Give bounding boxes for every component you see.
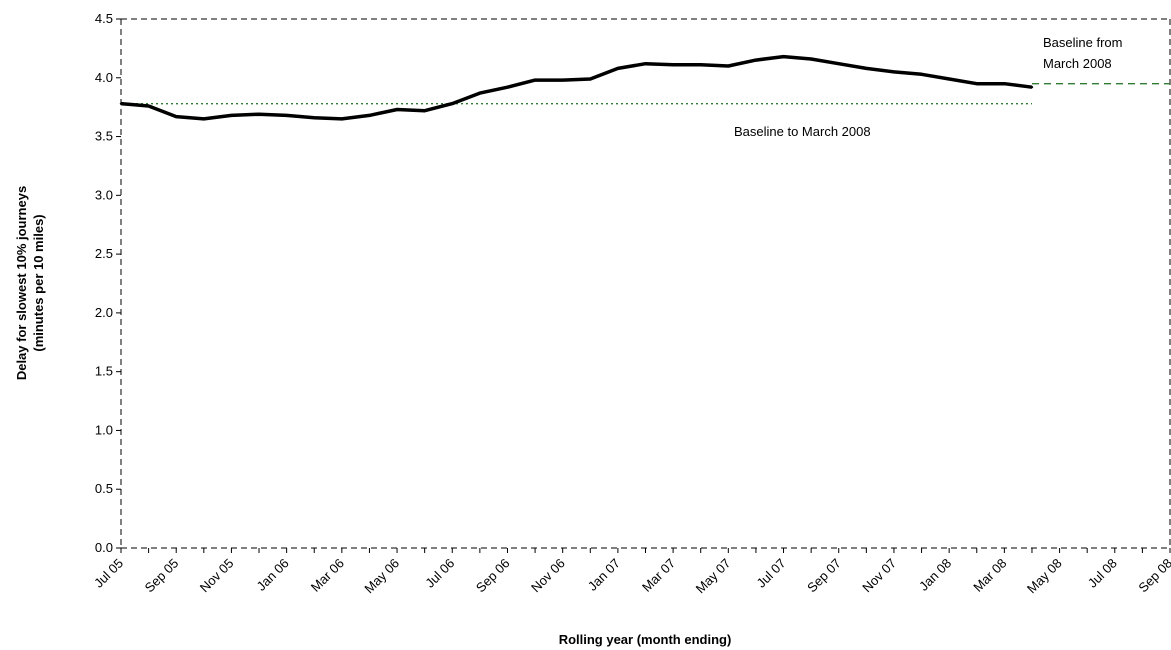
reference-lines: [121, 82, 1170, 105]
x-tick-label: Sep 06: [473, 556, 513, 596]
y-tick-label: 0.0: [95, 540, 113, 555]
x-tick-label: Sep 08: [1135, 556, 1171, 596]
y-tick-label: 4.5: [95, 11, 113, 26]
x-tick-label: Nov 07: [859, 556, 899, 596]
data-point: [892, 70, 896, 74]
x-axis-title: Rolling year (month ending): [559, 632, 732, 647]
y-axis: 0.0 0.5 1.0 1.5 2.0 2.5 3.0 3.5 4.0 4.5: [95, 11, 121, 555]
x-tick-label: Jan 07: [585, 556, 623, 594]
x-tick-label: Mar 06: [308, 556, 347, 595]
y-axis-title-line2: (minutes per 10 miles): [31, 214, 46, 351]
series-group: [119, 54, 1034, 121]
x-tick-label: May 07: [693, 556, 734, 597]
data-point: [671, 63, 675, 67]
x-tick-label: Jan 06: [254, 556, 292, 594]
data-point: [947, 77, 951, 81]
data-point: [533, 78, 537, 82]
x-tick-label: Jul 05: [91, 556, 126, 591]
data-point: [837, 62, 840, 65]
data-point: [230, 114, 233, 117]
x-tick-label: Jul 07: [754, 556, 789, 591]
data-point: [616, 67, 620, 70]
y-tick-label: 1.5: [95, 364, 113, 379]
x-tick-label: Nov 05: [197, 556, 237, 596]
data-point: [920, 73, 923, 76]
data-point: [423, 109, 426, 112]
y-tick-label: 3.0: [95, 187, 113, 202]
data-point: [975, 82, 978, 85]
data-point: [699, 63, 702, 67]
data-point: [1030, 85, 1034, 89]
data-point: [589, 77, 592, 81]
x-tick-label: Nov 06: [528, 556, 568, 596]
series-line: [120, 54, 1033, 121]
data-point: [1003, 82, 1006, 85]
y-tick-label: 3.5: [95, 129, 113, 144]
data-point: [727, 64, 730, 68]
data-point: [865, 67, 868, 70]
y-axis-title-line1: Delay for slowest 10% journeys: [14, 186, 29, 380]
data-point: [175, 115, 178, 118]
data-point: [202, 117, 206, 121]
y-tick-label: 4.0: [95, 70, 113, 85]
data-point: [754, 58, 758, 62]
data-point: [478, 91, 482, 95]
baseline-to-label: Baseline to March 2008: [734, 124, 871, 139]
baseline-from-label-line2: March 2008: [1043, 56, 1112, 71]
data-point: [506, 85, 509, 89]
x-tick-label: May 06: [361, 556, 402, 597]
y-tick-label: 0.5: [95, 481, 113, 496]
x-tick-label: Jul 08: [1085, 556, 1120, 591]
data-point: [147, 104, 150, 108]
y-tick-label: 2.5: [95, 246, 113, 261]
y-tick-label: 2.0: [95, 305, 113, 320]
data-point: [782, 55, 785, 58]
data-point: [285, 114, 288, 117]
data-point: [395, 108, 399, 111]
x-tick-label: May 08: [1024, 556, 1065, 597]
data-point: [644, 62, 647, 65]
x-tick-label: Mar 07: [639, 556, 678, 595]
data-point: [561, 78, 564, 82]
baseline-from-label-line1: Baseline from: [1043, 35, 1122, 50]
data-point: [451, 102, 454, 105]
x-tick-label: Jan 08: [916, 556, 954, 594]
x-tick-label: Sep 07: [804, 556, 844, 596]
data-point: [809, 57, 813, 61]
data-point: [368, 114, 371, 117]
data-point: [119, 102, 123, 105]
x-tick-label: Jul 06: [422, 556, 457, 591]
data-point: [340, 117, 344, 121]
plot-area-border: [120, 18, 1171, 549]
x-tick-label: Mar 08: [970, 556, 1009, 595]
x-axis: Jul 05 Sep 05 Nov 05 Jan 06 Mar 06 May 06 Jul …: [91, 548, 1171, 596]
y-tick-label: 1.0: [95, 422, 113, 437]
data-point: [313, 116, 316, 119]
data-point: [257, 113, 261, 116]
x-tick-label: Sep 05: [142, 556, 182, 596]
